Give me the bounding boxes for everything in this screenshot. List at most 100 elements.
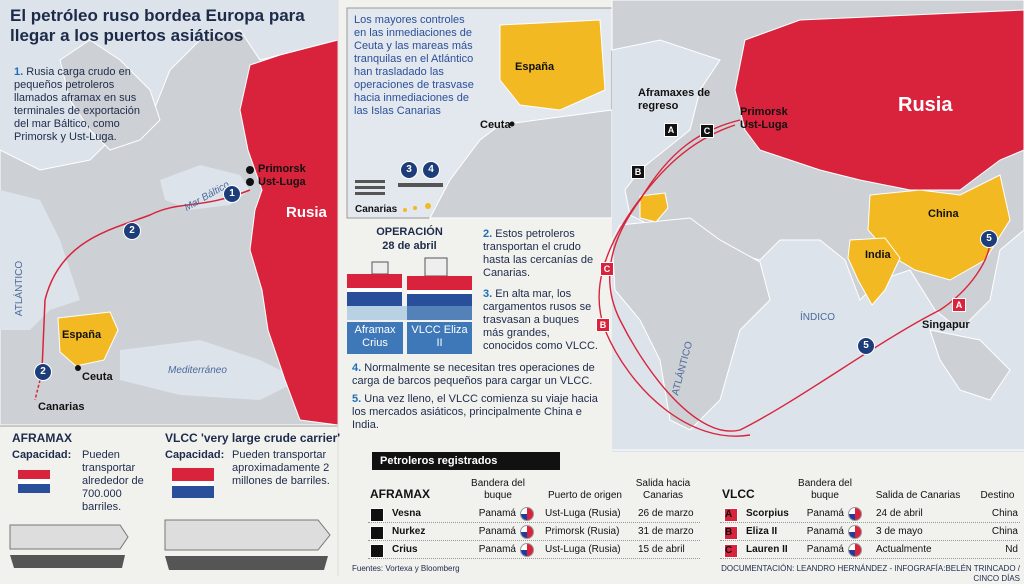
step-number: 1. — [14, 66, 24, 78]
row-line — [368, 540, 700, 541]
table-cell: Primorsk (Rusia) — [545, 526, 620, 537]
step-text: Una vez lleno, el VLCC comienza su viaje… — [352, 393, 598, 431]
flag-part — [521, 550, 527, 556]
map-label: China — [928, 208, 959, 220]
step-number: 3. — [483, 288, 493, 300]
row-line — [720, 522, 1020, 523]
table-cell: Panamá — [806, 526, 844, 537]
operation-title: OPERACIÓN — [376, 226, 443, 238]
row-line — [368, 522, 700, 523]
map-label: Canarias — [355, 204, 398, 215]
table-cell: 31 de marzo — [638, 526, 694, 537]
flag-part — [521, 532, 527, 538]
table-header: Salida de Canarias — [875, 490, 961, 501]
title: El petróleo ruso bordea Europa para lleg… — [10, 6, 305, 45]
operation-date: 28 de abril — [382, 240, 437, 252]
ship-marker: C — [700, 124, 714, 138]
sea-label: Mediterráneo — [168, 365, 227, 376]
flag-part — [521, 514, 527, 520]
routes-right — [598, 119, 991, 437]
step-number: 5. — [352, 393, 362, 405]
inset-ships — [355, 180, 443, 195]
table-header: Salida hacia Canarias — [635, 478, 691, 501]
india — [847, 237, 901, 306]
table-cell: 15 de abril — [638, 544, 685, 555]
row-letter: A — [724, 508, 738, 522]
scandinavia — [59, 39, 161, 151]
table-cell: 24 de abril — [876, 508, 923, 519]
step-marker: 3 — [400, 161, 418, 179]
row-letter: A — [370, 508, 384, 522]
row-line — [720, 540, 1020, 541]
table-cell: Lauren II — [746, 544, 788, 555]
table-cell: Panamá — [478, 544, 516, 555]
table-cell: Ust-Luga (Rusia) — [545, 544, 621, 555]
table-cell: Actualmente — [876, 544, 932, 555]
map-label: Canarias — [38, 401, 85, 413]
ship-label: VLCC Eliza II — [407, 322, 472, 354]
table-header: Puerto de origen — [548, 490, 622, 501]
russia-right — [734, 9, 1024, 191]
flag — [520, 543, 534, 557]
row-line — [720, 558, 1020, 559]
table-cell: Scorpius — [746, 508, 789, 519]
table-cell: Panamá — [478, 508, 516, 519]
map-label: India — [865, 249, 891, 261]
flag-part — [849, 532, 855, 538]
step: 2. Estos petroleros transportan el crudo… — [483, 228, 598, 280]
table-cell: Vesna — [392, 508, 421, 519]
map-label: España — [515, 61, 555, 73]
step-text: Estos petroleros transportan el crudo ha… — [483, 228, 594, 279]
row-line — [368, 558, 700, 559]
ship-label: Aframax Crius — [347, 322, 403, 354]
credits: DOCUMENTACIÓN: LEANDRO HERNÁNDEZ - INFOG… — [721, 564, 1020, 583]
row-letter: B — [370, 526, 384, 540]
map-label: Primorsk — [740, 106, 788, 118]
sea-label: ÍNDICO — [800, 312, 835, 323]
table-header: Bandera del buque — [798, 478, 852, 501]
flag — [848, 525, 862, 539]
sea-label: ATLÁNTICO — [14, 260, 26, 317]
map-label: Aframaxes de regreso — [638, 87, 711, 112]
inset-spain — [499, 19, 606, 111]
map-label: Ceuta — [480, 119, 511, 131]
flag-part — [849, 514, 855, 520]
ceuta-dot — [509, 121, 515, 127]
southeast-asia-land — [929, 329, 1011, 401]
table-cell: 26 de marzo — [638, 508, 694, 519]
table-title: Petroleros registrados — [372, 452, 560, 470]
vlcc-profile — [165, 556, 328, 570]
step-marker: 5 — [980, 230, 998, 248]
row-letter: B — [724, 526, 738, 540]
flag — [520, 507, 534, 521]
ceuta-dot — [75, 365, 81, 371]
vlcc-icon — [172, 468, 214, 498]
port-dot — [246, 178, 254, 186]
step-number: 4. — [352, 362, 362, 374]
step-marker: 4 — [422, 161, 440, 179]
capacity-text: Pueden transportar alrededor de 700.000 … — [82, 449, 144, 513]
table-cell: China — [991, 526, 1018, 537]
operation-ships — [347, 257, 472, 320]
row-letter: C — [724, 544, 738, 558]
vlcc-marker: B — [596, 318, 610, 332]
ship-name: VLCC 'very large crude carrier' — [165, 431, 341, 445]
vlcc-plan — [164, 519, 331, 551]
map-label: Rusia — [286, 204, 327, 221]
inset-note: Los mayores controles en las inmediacion… — [354, 14, 474, 117]
map-label: Rusia — [898, 94, 953, 116]
flag — [520, 525, 534, 539]
sources: Fuentes: Vortexa y Bloomberg — [352, 564, 460, 573]
flag-part — [849, 550, 855, 556]
flag — [848, 507, 862, 521]
step-marker: 2 — [34, 363, 52, 381]
aframax-icon — [18, 470, 50, 493]
step-marker: 2 — [123, 222, 141, 240]
map-label: Ceuta — [82, 371, 113, 383]
spain-left — [57, 311, 119, 367]
step-text: En alta mar, los cargamentos rusos se tr… — [483, 288, 598, 352]
table-header: Destino — [980, 490, 1015, 501]
aframax-profile — [10, 555, 125, 568]
